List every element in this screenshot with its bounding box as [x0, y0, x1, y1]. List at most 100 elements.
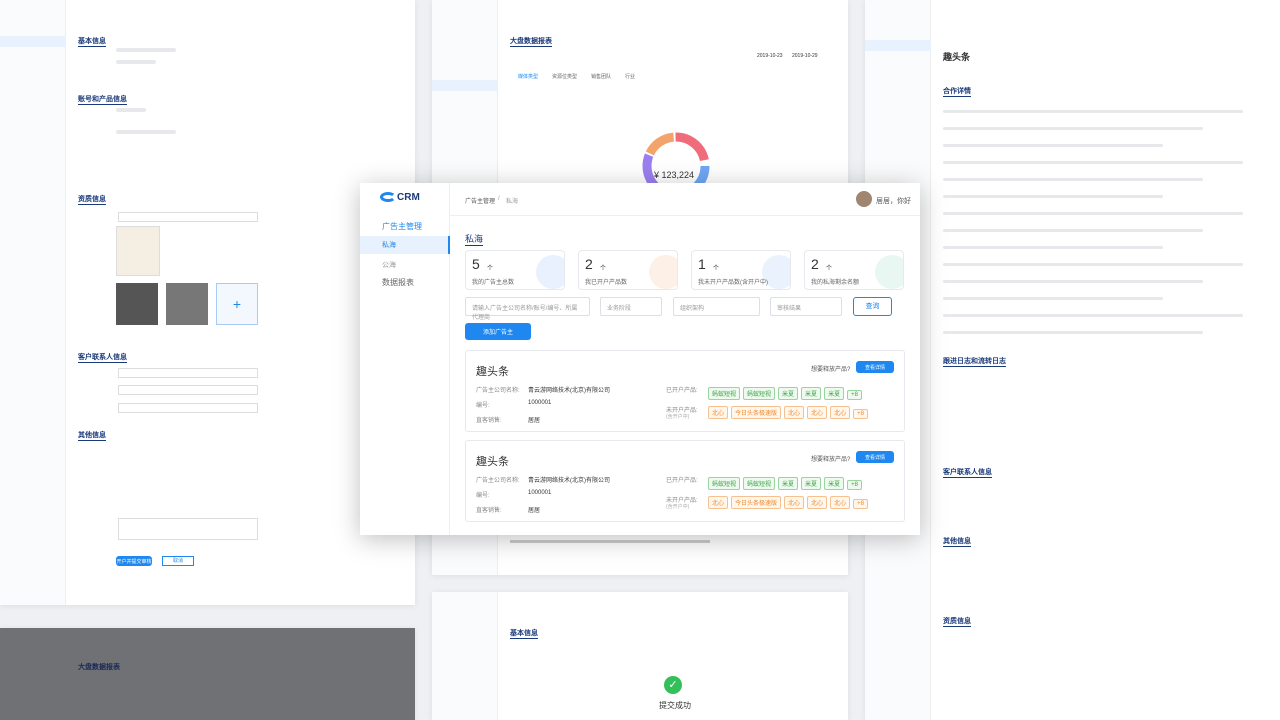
bg-success-panel: 基本信息 ✓ 提交成功 — [432, 592, 848, 720]
bg-result: 提交成功 — [659, 701, 691, 710]
bg-row-line — [943, 280, 1203, 283]
bg-section-title: 客户联系人信息 — [943, 469, 992, 478]
search-input[interactable]: 请输入广告主公司名称/账号/编号、所属代理商 — [465, 297, 590, 321]
breadcrumb[interactable]: 广告主管理 — [465, 199, 496, 205]
user[interactable]: 居居，你好 — [876, 198, 911, 205]
product-tag: 今日头条极速版 — [731, 496, 782, 509]
field-label: 已开户产品: — [666, 388, 698, 394]
filter-select[interactable]: 审核结果 — [770, 297, 842, 316]
bg-row-line — [943, 195, 1163, 198]
main-sidebar: CRM 广告主管理 私海 公海 数据报表 — [360, 183, 450, 535]
field-value: 青云游网络技术(北京)有限公司 — [528, 388, 610, 394]
bg-section-title: 其他信息 — [78, 432, 106, 441]
product-tag: 米夏 — [824, 477, 845, 490]
bg-section-title: 资质信息 — [943, 618, 971, 627]
product-tag: 米夏 — [778, 387, 799, 400]
detail-button[interactable]: 查看详情 — [856, 361, 894, 373]
search-button[interactable]: 查询 — [853, 297, 892, 316]
stat-card: 2 个我已开户产品数 — [578, 250, 678, 290]
bg-row-line — [943, 314, 1243, 317]
stat-label: 我已开户产品数 — [585, 280, 628, 286]
stat-label: 我的广告主总数 — [472, 280, 515, 286]
product-tag: 北心 — [708, 406, 729, 419]
stat-icon — [875, 255, 903, 289]
product-tag: +8 — [853, 499, 868, 509]
bg-title: 大盘数据报表 — [510, 38, 552, 47]
bg-tab[interactable]: 资源位类型 — [552, 74, 578, 80]
product-tag: 北心 — [830, 406, 851, 419]
stat-value: 2 — [585, 256, 593, 272]
bg-section-title: 跟进日志和流转日志 — [943, 358, 1006, 367]
bg-section-title: 基本信息 — [78, 38, 106, 47]
bg-section-title: 其他信息 — [943, 538, 971, 547]
filter-select[interactable]: 业务阶段 — [600, 297, 662, 316]
bg-title: 大盘数据报表 — [78, 664, 120, 671]
bg-row-line — [943, 246, 1163, 249]
product-tag: 北心 — [807, 496, 828, 509]
bg-row-line — [943, 161, 1243, 164]
field-value: 1000001 — [528, 490, 552, 496]
product-tag: 米夏 — [801, 477, 822, 490]
card-name: 趣头条 — [476, 366, 509, 378]
bg-section-title: 合作详情 — [943, 88, 971, 97]
filter-select[interactable]: 组织架构 — [673, 297, 760, 316]
bg-row-line — [943, 144, 1163, 147]
stat-card: 5 个我的广告主总数 — [465, 250, 565, 290]
add-button[interactable]: 添加广告主 — [465, 323, 531, 340]
product-tag: 蚂蚁短视 — [743, 387, 776, 400]
bg-tab[interactable]: 销售团队 — [591, 74, 612, 80]
nav-sub[interactable]: 私海 — [382, 242, 396, 249]
field-label: 广告主公司名称: — [476, 478, 520, 484]
nav-sub[interactable]: 公海 — [382, 262, 396, 269]
stat-unit: 个 — [487, 266, 494, 272]
bg-row-line — [943, 127, 1203, 130]
stat-unit: 个 — [600, 266, 607, 272]
field-label: 广告主公司名称: — [476, 388, 520, 394]
bg-date: 2019-10-29 — [792, 53, 818, 59]
product-tag: 米夏 — [824, 387, 845, 400]
product-tag: 北心 — [807, 406, 828, 419]
bg-title: 基本信息 — [510, 630, 538, 639]
nav-item[interactable]: 广告主管理 — [382, 222, 422, 231]
logo: CRM — [397, 192, 420, 203]
bg-section-title: 资质信息 — [78, 196, 106, 205]
bg-row-line — [943, 229, 1203, 232]
bg-section-title: 账号和产品信息 — [78, 96, 127, 105]
field-label: 编号: — [476, 403, 490, 409]
field-label: 未开户产品: — [666, 408, 698, 414]
stat-icon — [649, 255, 677, 289]
nav-item[interactable]: 数据报表 — [382, 278, 414, 287]
breadcrumb: 私海 — [506, 199, 519, 205]
product-tag: 蚂蚁短视 — [708, 477, 741, 490]
field-value: 青云游网络技术(北京)有限公司 — [528, 478, 610, 484]
bg-cancel: 取消 — [162, 556, 194, 566]
unopened-tags: 北心 今日头条极速版 北心 北心 北心 +8 — [708, 492, 871, 510]
stat-card: 2 个我的私海剩余名额 — [804, 250, 904, 290]
field-label: 直客销售: — [476, 508, 502, 514]
header: 广告主管理 / 私海 居居，你好 — [450, 183, 920, 216]
bg-section-title: 客户联系人信息 — [78, 354, 127, 363]
stat-unit: 个 — [713, 266, 720, 272]
card-question: 想要释放产品? — [811, 457, 851, 463]
field-value: 居居 — [528, 508, 541, 514]
stat-icon — [762, 255, 790, 289]
product-tag: 今日头条极速版 — [731, 406, 782, 419]
bg-row-line — [943, 178, 1203, 181]
bg-detail-panel: 趣头条 合作详情 跟进日志和流转日志 客户联系人信息 其他信息 资质信息 — [865, 0, 1280, 720]
bg-row-line — [943, 331, 1203, 334]
product-tag: 蚂蚁短视 — [743, 477, 776, 490]
bg-row-line — [943, 263, 1243, 266]
bg-row-line — [943, 110, 1243, 113]
field-label: 未开户产品: — [666, 498, 698, 504]
advertiser-card: 趣头条 想要释放产品? 查看详情 广告主公司名称: 青云游网络技术(北京)有限公司 编号:… — [465, 440, 905, 522]
opened-tags: 蚂蚁短视 蚂蚁短视 米夏 米夏 米夏 +8 — [708, 473, 865, 491]
bg-sidebar — [0, 0, 66, 605]
product-tag: 蚂蚁短视 — [708, 387, 741, 400]
product-tag: 北心 — [830, 496, 851, 509]
advertiser-card: 趣头条 想要释放产品? 查看详情 广告主公司名称: 青云游网络技术(北京)有限公司 编号:… — [465, 350, 905, 432]
detail-button[interactable]: 查看详情 — [856, 451, 894, 463]
bg-form-panel: 基本信息 账号和产品信息 资质信息 客户联系人信息 其他信息 + 开户并提交审核 取消 — [0, 0, 415, 605]
product-tag: +8 — [847, 390, 862, 400]
bg-tab[interactable]: 行业 — [625, 74, 636, 80]
bg-tab[interactable]: 媒体类型 — [518, 74, 539, 80]
